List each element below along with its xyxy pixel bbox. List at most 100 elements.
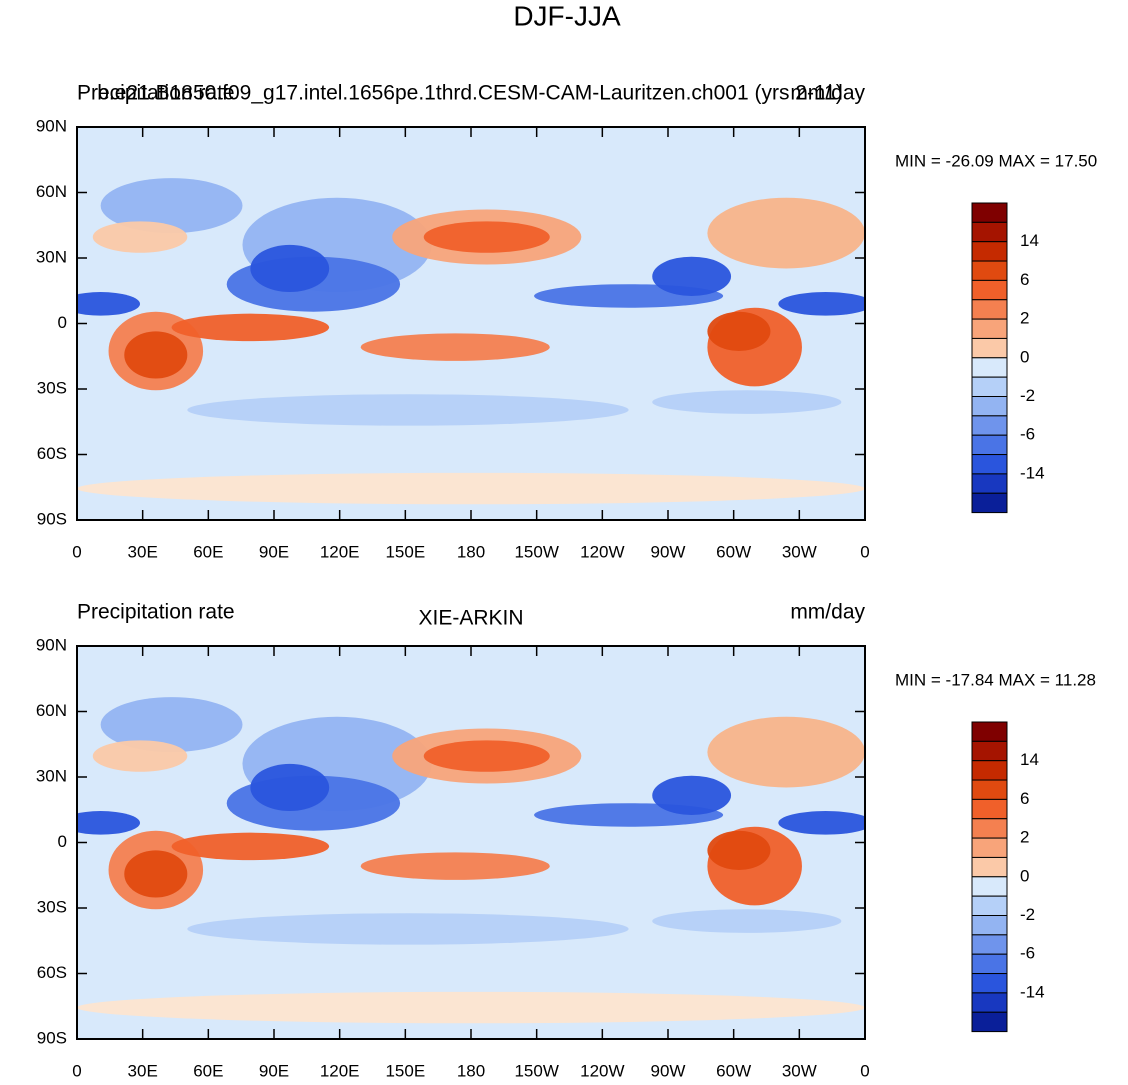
x-tick-label: 90E (259, 542, 289, 561)
x-tick-label: 120W (580, 542, 624, 561)
x-tick-label: 60E (193, 1061, 223, 1080)
x-tick-label: 0 (860, 542, 869, 561)
contour-region (652, 390, 842, 414)
x-tick-label: 30E (128, 542, 158, 561)
right-string: mm/day (790, 601, 865, 624)
x-tick-label: 180 (457, 1061, 485, 1080)
contour-region (707, 716, 865, 788)
contour-region (423, 740, 550, 772)
y-tick-label: 30N (36, 766, 67, 785)
colorbar-box (971, 798, 1008, 820)
contour-region (77, 292, 141, 316)
contour-region (250, 244, 330, 293)
contour-region (171, 313, 330, 342)
colorbar-box (971, 1011, 1008, 1033)
y-tick-label: 0 (58, 832, 67, 851)
colorbar-label: 2 (1020, 309, 1029, 328)
colorbar-box (971, 779, 1008, 800)
contour-region (187, 913, 629, 945)
colorbar-box (971, 895, 1008, 917)
min-max: MIN = -26.09 MAX = 17.50 (895, 151, 1097, 170)
contour-field (77, 127, 865, 520)
x-tick-label: 150W (514, 542, 558, 561)
colorbar-label: 6 (1020, 270, 1029, 289)
x-tick-label: 120E (320, 1061, 360, 1080)
contour-region (707, 830, 771, 871)
x-tick-label: 90W (651, 1061, 686, 1080)
contour-region (652, 775, 732, 815)
map-panel: Precipitation rate mm/day XIE-ARKIN MIN = -… (36, 601, 1096, 1081)
x-tick-label: 120E (320, 542, 360, 561)
left-string: Precipitation rate (77, 82, 235, 105)
x-tick-label: 150E (385, 1061, 425, 1080)
y-tick-label: 90S (37, 509, 67, 528)
colorbar-box (971, 318, 1008, 339)
colorbar-label: 14 (1020, 231, 1039, 250)
contour-region (171, 832, 330, 861)
x-tick-label: 60W (716, 1061, 751, 1080)
contour-region (707, 197, 865, 269)
colorbar-label: -14 (1020, 982, 1045, 1001)
map-panel: Precipitation rate mm/dayb.e21.B1850.f09_… (36, 82, 1097, 562)
contour-region (92, 221, 188, 253)
center-string: b.e21.B1850.f09_g17.intel.1656pe.1thrd.C… (97, 82, 843, 105)
x-tick-label: 90E (259, 1061, 289, 1080)
colorbar-box (971, 279, 1008, 301)
colorbar-box (971, 492, 1008, 514)
colorbar-box (971, 837, 1008, 858)
contour-region (250, 763, 330, 812)
x-tick-label: 90W (651, 542, 686, 561)
x-tick-label: 150W (514, 1061, 558, 1080)
colorbar-box (971, 434, 1008, 456)
colorbar-box (971, 992, 1008, 1013)
colorbar-box (971, 202, 1008, 223)
y-tick-label: 60S (37, 444, 67, 463)
contour-field (77, 646, 865, 1039)
colorbar-label: 14 (1020, 750, 1039, 769)
contour-region (652, 256, 732, 296)
y-tick-label: 90N (36, 116, 67, 135)
colorbar-box (971, 934, 1008, 955)
contour-region (360, 333, 550, 361)
colorbar-box (971, 454, 1008, 475)
colorbar-box (971, 953, 1008, 975)
colorbar-box (971, 473, 1008, 494)
colorbar-label: -14 (1020, 463, 1045, 482)
x-tick-label: 0 (72, 1061, 81, 1080)
contour-region (423, 221, 550, 253)
x-tick-label: 0 (72, 542, 81, 561)
contour-region (77, 991, 865, 1024)
y-tick-label: 60N (36, 701, 67, 720)
contour-region (124, 850, 188, 898)
contour-region (124, 331, 188, 379)
colorbar-label: -2 (1020, 386, 1035, 405)
x-tick-label: 0 (860, 1061, 869, 1080)
x-tick-label: 60W (716, 542, 751, 561)
colorbar-box (971, 876, 1008, 897)
x-tick-label: 150E (385, 542, 425, 561)
right-string: mm/day (790, 82, 865, 105)
colorbar-box (971, 973, 1008, 994)
left-string: Precipitation rate (77, 601, 235, 624)
x-tick-label: 180 (457, 542, 485, 561)
figure-title: DJF-JJA (513, 0, 621, 31)
contour-region (778, 292, 865, 316)
colorbar-box (971, 915, 1008, 936)
colorbar-label: -2 (1020, 905, 1035, 924)
y-tick-label: 60S (37, 963, 67, 982)
colorbar-box (971, 337, 1008, 359)
y-tick-label: 30S (37, 378, 67, 397)
contour-region (707, 311, 771, 352)
x-tick-label: 120W (580, 1061, 624, 1080)
colorbar-box (971, 856, 1008, 878)
center-string: XIE-ARKIN (418, 607, 523, 630)
colorbar-box (971, 221, 1008, 243)
y-tick-label: 90N (36, 635, 67, 654)
colorbar-box (971, 415, 1008, 436)
colorbar-box (971, 721, 1008, 742)
y-tick-label: 0 (58, 313, 67, 332)
contour-region (92, 740, 188, 772)
colorbar-label: -6 (1020, 944, 1035, 963)
colorbar-label: 0 (1020, 866, 1029, 885)
contour-region (100, 178, 243, 234)
